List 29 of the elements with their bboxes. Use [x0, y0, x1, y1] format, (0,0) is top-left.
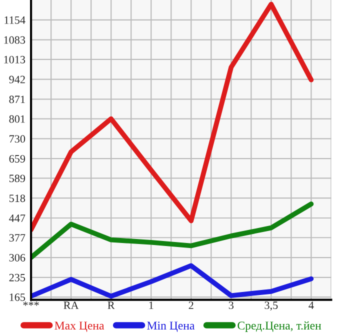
x-tick-label: ***: [23, 302, 39, 306]
x-tick-label: 4: [308, 302, 314, 309]
y-tick-label: 377: [9, 234, 26, 242]
line-series: [31, 202, 314, 260]
y-tick-label: 235: [9, 274, 26, 282]
x-tick-label: 3,5: [264, 302, 278, 311]
legend-label: Max Цена: [54, 322, 104, 332]
y-tick-label: 589: [9, 174, 26, 182]
y-tick-label: 1013: [4, 56, 26, 64]
y-tick-label: 730: [10, 135, 26, 143]
y-tick-label: 871: [9, 96, 25, 104]
y-tick-label: 659: [9, 155, 26, 163]
line-series: [31, 2, 314, 232]
x-tick-label: R: [108, 302, 115, 309]
y-tick-label: 306: [9, 254, 26, 262]
x-tick-label: 1: [149, 302, 154, 309]
y-tick-label: 518: [9, 194, 26, 202]
x-tick-label: 2: [188, 302, 194, 309]
x-tick-label: RA: [64, 302, 79, 309]
y-tick-label: 1154: [4, 16, 26, 24]
legend-label: Сред.Цена, т.йен: [238, 321, 322, 332]
y-tick-label: 801: [9, 115, 25, 123]
x-tick-label: 3: [228, 302, 234, 310]
y-tick-label: 942: [9, 76, 25, 84]
y-tick-label: 165: [10, 294, 26, 301]
y-tick-label: 1083: [4, 36, 26, 44]
legend-label: Min Цена: [147, 322, 195, 332]
y-tick-label: 447: [9, 214, 26, 222]
line-series: [31, 263, 314, 299]
